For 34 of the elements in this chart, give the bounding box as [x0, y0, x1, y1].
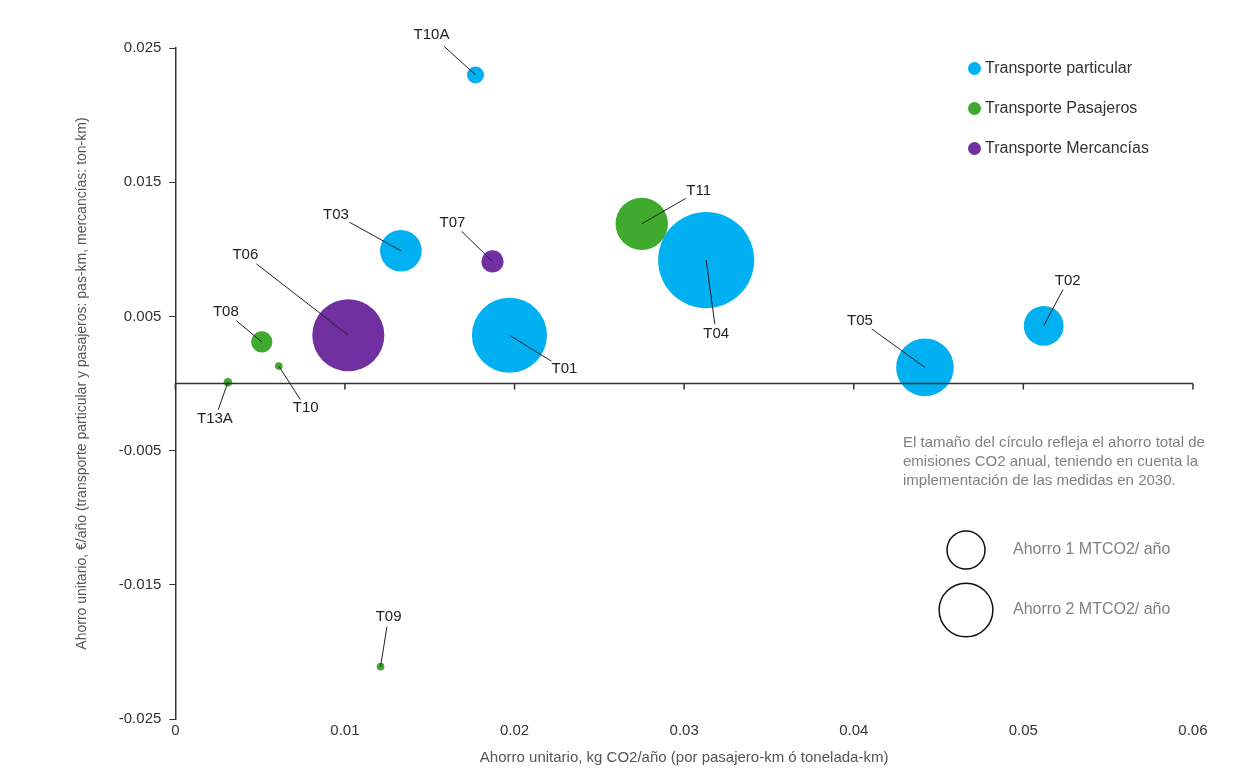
y-axis-title: Ahorro unitario, €/año (transporte particular y pasajeros: pas-km, mercancías: ton-km) [73, 117, 90, 650]
annotation: T06 [232, 245, 259, 263]
annotation: T04 [703, 324, 730, 342]
legend-label: Transporte particular [985, 59, 1133, 77]
annotation: El tamaño del círculo refleja el ahorro total de emisiones CO2 anual, teniendo en cuenta la implementación de las medidas en 2030. [903, 432, 1206, 489]
y-tick-label: 0.015 [123, 172, 162, 190]
y-tick-label: -0.005 [118, 440, 162, 458]
annotation: T09 [375, 606, 402, 624]
x-tick-label: 0.03 [669, 721, 699, 739]
y-tick-label: -0.025 [118, 709, 162, 727]
annotation: T13A [196, 409, 233, 427]
annotation: T03 [322, 204, 349, 222]
annotation: T07 [439, 212, 466, 230]
y-tick-label: 0.005 [123, 306, 162, 324]
annotation: T11 [686, 180, 712, 198]
x-tick-label: 0.01 [330, 721, 360, 739]
x-axis-title: Ahorro unitario, kg CO2/año (por pasajero-km ó tonelada-km) [479, 748, 889, 766]
annotation: T08 [212, 302, 239, 320]
annotation: T10 [292, 398, 319, 416]
annotation: T01 [551, 359, 578, 377]
x-tick-label: 0.06 [1178, 721, 1208, 739]
legend-label: Transporte Pasajeros [985, 99, 1138, 117]
x-tick-label: 0 [171, 721, 180, 739]
legend-label: Transporte Mercancías [985, 139, 1149, 157]
x-tick-label: 0.05 [1008, 721, 1038, 739]
annotation: T10A [413, 25, 450, 43]
annotation: T02 [1054, 270, 1081, 288]
annotation: T05 [847, 310, 873, 328]
y-tick-label: 0.025 [123, 38, 162, 56]
legend-label: Ahorro 1 MTCO2/ año [1013, 540, 1171, 558]
legend-label: Ahorro 2 MTCO2/ año [1013, 600, 1171, 618]
y-tick-label: -0.015 [118, 574, 162, 592]
x-tick-label: 0.04 [839, 721, 869, 739]
x-tick-label: 0.02 [499, 721, 530, 739]
